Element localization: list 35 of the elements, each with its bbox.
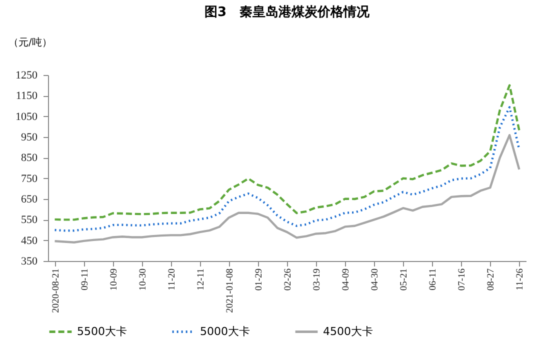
x-tick-label: 04-30 <box>370 268 381 291</box>
x-tick-label: 09-11 <box>80 268 90 290</box>
x-tick-label: 11-20 <box>167 268 178 290</box>
y-tick-label: 450 <box>21 234 38 247</box>
x-tick-label: 11-26 <box>516 268 526 290</box>
legend-label: 4500大卡 <box>323 324 373 338</box>
y-tick-label: 750 <box>21 172 38 185</box>
y-tick-label: 850 <box>21 152 38 164</box>
x-tick-label: 07-16 <box>458 268 468 291</box>
y-tick-label: 650 <box>21 194 38 206</box>
x-tick-label: 2020-08-21 <box>51 268 62 313</box>
x-tick-label: 03-19 <box>312 268 323 291</box>
x-tick-label: 08-27 <box>486 268 497 291</box>
x-tick-label: 06-11 <box>428 268 439 290</box>
line-series <box>54 84 520 221</box>
x-tick-label: 2021-01-08 <box>225 268 236 313</box>
chart-title: 图3 秦皇岛港煤炭价格情况 <box>204 5 371 20</box>
y-tick-label: 1150 <box>16 90 38 102</box>
legend-label: 5500大卡 <box>77 324 127 338</box>
y-tick-label: 1250 <box>16 70 38 82</box>
x-tick-label: 10-30 <box>138 268 148 291</box>
y-axis-title: （元/吨） <box>8 36 52 48</box>
y-tick-label: 550 <box>21 214 38 226</box>
y-tick-label: 950 <box>21 132 38 144</box>
x-tick-label: 04-09 <box>342 268 352 291</box>
y-tick-label: 1050 <box>16 110 38 123</box>
x-tick-label: 01-29 <box>254 268 264 291</box>
x-tick-label: 02-26 <box>284 268 294 291</box>
x-tick-label: 05-21 <box>400 268 410 291</box>
line-series <box>54 106 520 232</box>
x-tick-label: 10-09 <box>109 268 120 291</box>
x-tick-label: 12-11 <box>196 268 206 290</box>
line-series <box>54 134 520 244</box>
y-tick-label: 350 <box>21 256 38 268</box>
legend-label: 5000大卡 <box>200 324 250 338</box>
